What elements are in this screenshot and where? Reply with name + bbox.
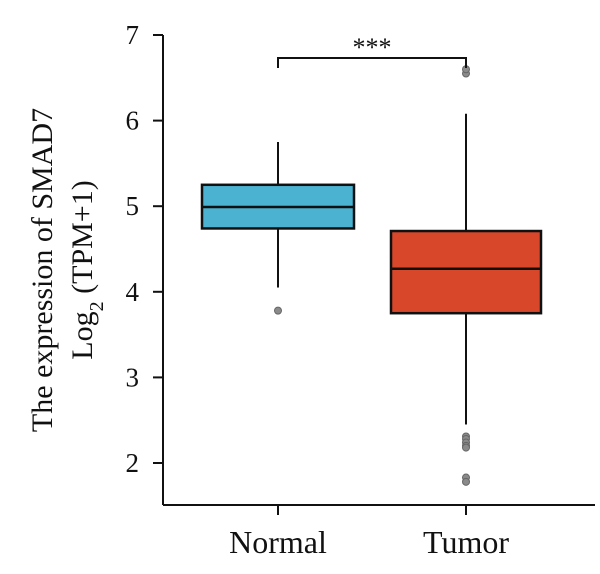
y-axis-title-line1: The expression of SMAD7 [26, 108, 59, 432]
x-tick-label-tumor: Tumor [423, 524, 509, 560]
y-tick-label-7: 7 [126, 20, 140, 50]
y-axis-title-log: Log [66, 311, 99, 359]
y-tick-label-3: 3 [126, 362, 140, 392]
tumor-outlier-6 [462, 443, 470, 452]
normal-outlier-0 [274, 306, 282, 315]
tumor-outlier-8 [462, 477, 470, 486]
y-tick-label-5: 5 [126, 191, 140, 221]
x-tick-label-normal: Normal [229, 524, 327, 560]
y-tick-label-4: 4 [126, 277, 140, 307]
significance-bracket [277, 57, 467, 68]
y-axis-title-line2: Log2 (TPM+1) [66, 180, 108, 359]
tumor-box [389, 229, 543, 315]
y-tick-label-6: 6 [126, 106, 140, 136]
axes [153, 34, 595, 515]
box-series [200, 57, 543, 486]
significance-label: *** [353, 33, 392, 62]
y-axis-title-subscript: 2 [86, 301, 108, 311]
y-tick-label-2: 2 [126, 448, 140, 478]
labels: 2 3 4 5 6 7 Normal Tumor The expression of SMAD7… [26, 20, 509, 560]
y-axis-title-units: (TPM+1) [66, 180, 99, 301]
